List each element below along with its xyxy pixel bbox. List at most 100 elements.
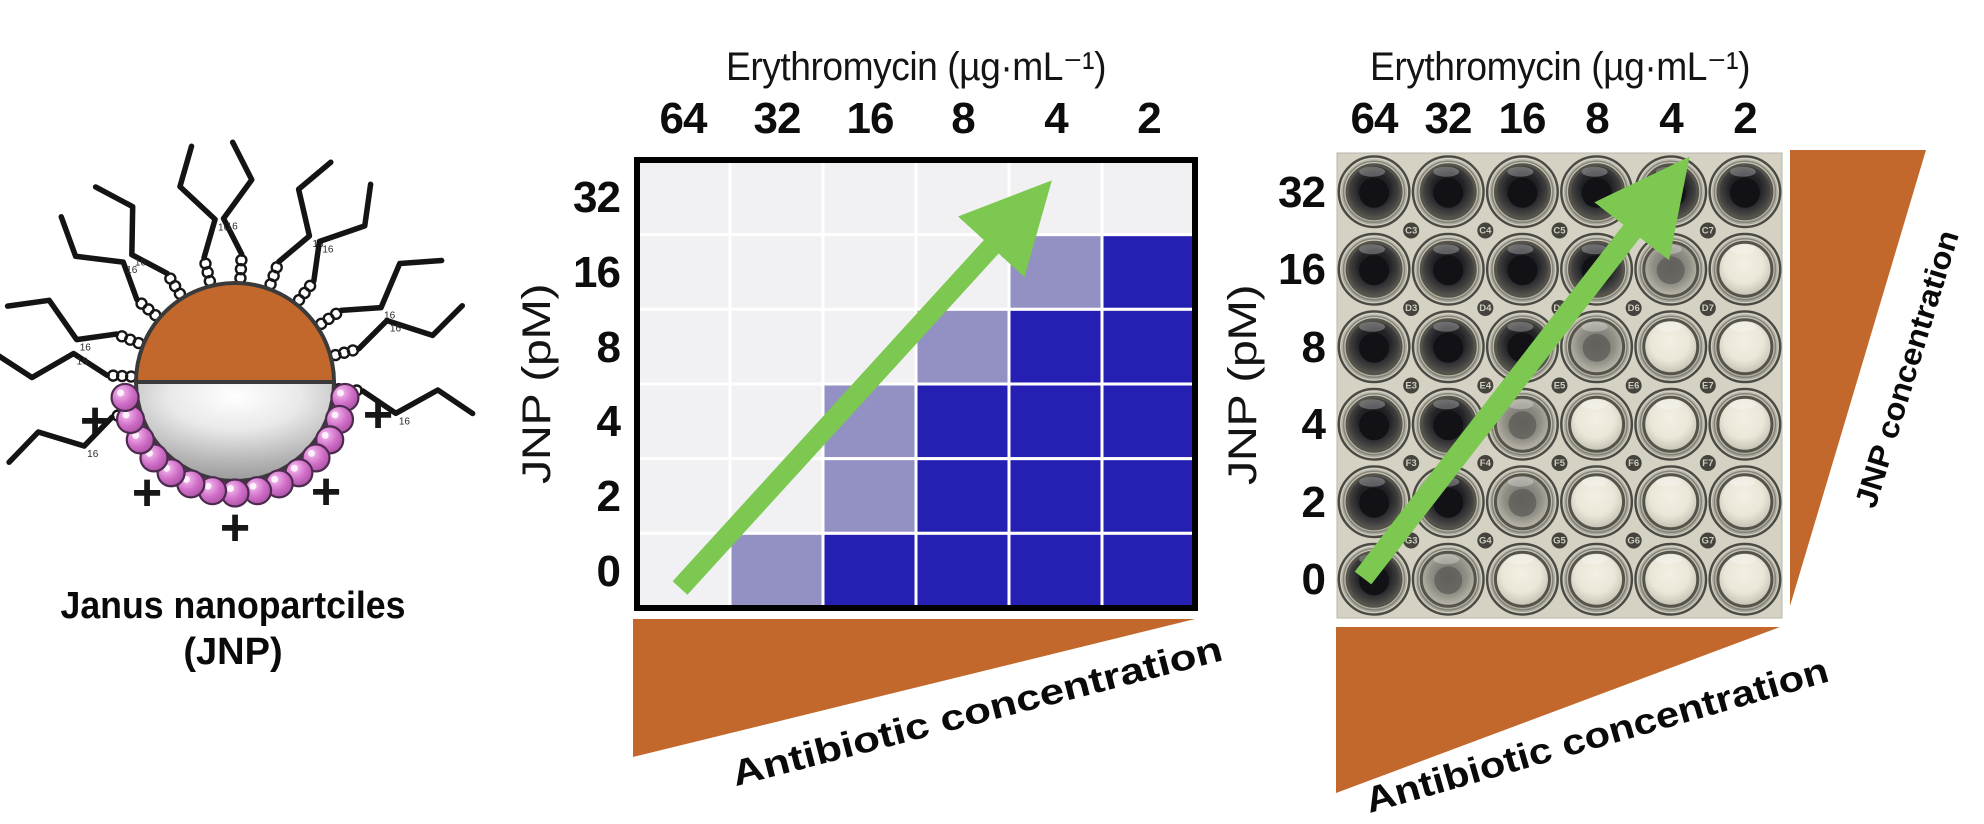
plus-charge: +	[80, 392, 110, 450]
well-coordinate-badge	[1551, 377, 1568, 394]
plate-well-dark	[1337, 155, 1411, 229]
well-coordinate-label: F5	[1554, 458, 1566, 469]
well-coordinate-label: G7	[1701, 536, 1714, 547]
well-coordinate-label: D3	[1405, 303, 1417, 314]
synergy-arrow	[672, 180, 1052, 595]
chain-length-label: 16	[135, 258, 147, 269]
well-coordinate-badge	[1699, 455, 1716, 471]
well-coordinate-label: C4	[1479, 226, 1492, 237]
plate-well-dark	[1411, 232, 1485, 306]
well-coordinate-label: G5	[1553, 536, 1566, 547]
heatmap-x-axis-title: Erythromycin (µg·mL⁻¹)	[726, 45, 1106, 89]
chain-coil	[164, 272, 177, 285]
well-coordinate-label: F3	[1406, 458, 1417, 469]
alkyl-chain: 16	[264, 159, 334, 291]
heatmap-cell	[635, 457, 732, 535]
heatmap-cell	[1007, 531, 1104, 610]
plus-charge: +	[220, 499, 250, 557]
heatmap-cell	[1100, 531, 1197, 610]
plate-y-tick: 0	[1302, 555, 1325, 604]
plate-y-tick: 32	[1278, 168, 1325, 217]
heatmap-cell	[635, 382, 732, 461]
charged-beads	[110, 382, 360, 508]
plate-well-dark	[1411, 310, 1485, 384]
chain-length-label: 16	[87, 449, 99, 460]
heatmap-cell	[821, 531, 918, 610]
plate-well-clear	[1634, 387, 1708, 461]
plate-well-dark	[1337, 465, 1411, 539]
plate-well-dark	[1634, 155, 1708, 229]
plus-charges: + + + + +	[80, 386, 393, 557]
heatmap-border	[634, 157, 1198, 611]
chain-zigzag	[338, 257, 445, 314]
heatmap-cell	[728, 307, 825, 386]
heatmap-cell	[728, 233, 825, 311]
chain-length-label: 16	[390, 324, 402, 335]
heatmap-cell	[635, 307, 732, 386]
jnp-gradient-wedge	[1790, 150, 1926, 606]
plate-well-clear	[1634, 310, 1708, 384]
chain-zigzag	[276, 159, 334, 265]
chain-zigzag	[58, 214, 140, 303]
well-coordinate-label: G6	[1627, 536, 1640, 547]
heatmap-y-tick: 4	[597, 397, 622, 446]
chain-length-label: 16	[80, 343, 92, 354]
heatmap-cell	[635, 158, 732, 237]
chain-length-label: 16	[322, 245, 334, 256]
plate-y-axis-title: JNP (pM)	[1221, 285, 1265, 485]
alkyl-chain: 16	[4, 297, 145, 354]
well-coordinate-badge	[1699, 377, 1716, 394]
plate-well-clear	[1634, 465, 1708, 539]
well-coordinate-badge	[1403, 455, 1420, 471]
chain-coil	[329, 307, 343, 320]
plate-well-hazy	[1560, 310, 1634, 384]
well-coordinate-badge	[1625, 455, 1642, 471]
plate-well-clear	[1708, 232, 1782, 306]
heatmap-x-tick: 4	[1044, 94, 1069, 143]
heatmap-cell	[1100, 307, 1197, 386]
alkyl-chain: 16	[177, 143, 230, 288]
plate-well-clear	[1560, 387, 1634, 461]
well-coordinate-badge	[1625, 300, 1642, 316]
heatmap-y-tick: 16	[573, 248, 620, 297]
alkyl-chain: 16	[329, 302, 466, 362]
chain-length-label: 16	[126, 265, 138, 276]
plate-y-tick: 2	[1302, 478, 1325, 527]
chain-zigzag	[4, 297, 120, 343]
plate-well-dark	[1560, 155, 1634, 229]
plate-well-clear	[1708, 465, 1782, 539]
well-coordinate-badge	[1403, 222, 1420, 239]
heatmap-cell	[914, 158, 1011, 237]
plate-well-dark	[1411, 155, 1485, 229]
heatmap-x-tick: 32	[754, 94, 801, 143]
alkyl-chain: 16	[0, 350, 138, 383]
plate-well-dark	[1485, 155, 1559, 229]
heatmap-x-tick: 64	[660, 94, 708, 143]
plate-x-tick: 4	[1659, 94, 1684, 143]
plate-well-clear	[1708, 542, 1782, 616]
heatmap-cell	[1100, 158, 1197, 237]
plate-well-dark	[1708, 155, 1782, 229]
plate-panel: Erythromycin (µg·mL⁻¹) 64 32 16 8 4 2 JN…	[1221, 45, 1966, 821]
well-coordinate-label: F7	[1702, 458, 1713, 469]
plate-x-tick: 16	[1499, 94, 1546, 143]
chain-zigzag	[6, 414, 115, 465]
plate-well-dark	[1337, 387, 1411, 461]
well-coordinate-label: E5	[1554, 381, 1566, 392]
heatmap-cell	[1100, 457, 1197, 535]
well-coordinate-badge	[1403, 377, 1420, 394]
well-coordinate-label: C3	[1405, 226, 1417, 237]
heatmap-y-tick: 2	[597, 472, 620, 521]
well-coordinate-badge	[1551, 532, 1568, 549]
heatmap-cell	[821, 457, 918, 535]
heatmap-cell	[1007, 307, 1104, 386]
alkyl-chain: 16	[92, 184, 187, 301]
plate-y-tick: 16	[1278, 245, 1325, 294]
well-coordinate-label: E7	[1702, 381, 1714, 392]
heatmap-cell	[821, 233, 918, 311]
heatmap-cell	[1007, 233, 1104, 311]
heatmap-grid	[635, 158, 1197, 610]
chain-length-label: 16	[399, 416, 411, 427]
